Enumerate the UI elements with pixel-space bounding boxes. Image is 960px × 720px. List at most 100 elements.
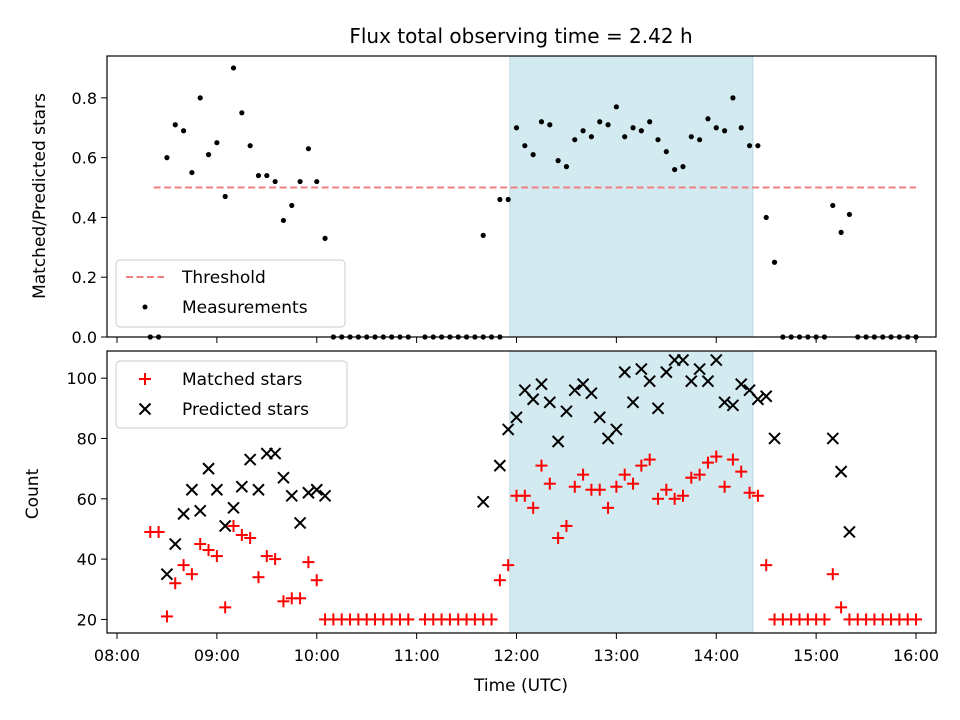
matched-star-point (593, 483, 606, 496)
measurement-point (680, 164, 686, 170)
measurement-point (314, 178, 320, 185)
measurement-point (697, 137, 703, 143)
matched-star-point (543, 477, 556, 490)
legend-predicted-swatch (138, 402, 152, 416)
measurement-point (522, 143, 528, 149)
predicted-stars-series (160, 353, 856, 581)
measurement-point (763, 214, 769, 221)
matched-star-point (502, 559, 515, 572)
predicted-star-point (735, 377, 748, 391)
matched-star-point (402, 613, 415, 626)
measurement-point (838, 229, 844, 235)
matched-star-point (160, 610, 173, 623)
predicted-star-point (551, 435, 565, 448)
predicted-star-point (568, 384, 581, 397)
measurement-point (672, 166, 678, 173)
x-tick-label: 09:00 (194, 646, 240, 665)
predicted-star-point (285, 489, 298, 502)
measurement-point (647, 119, 653, 125)
matched-star-point (485, 613, 498, 626)
matched-star-point (518, 489, 531, 502)
x-tick-label: 10:00 (294, 646, 340, 665)
x-tick-label: 16:00 (893, 646, 939, 665)
measurement-point (755, 143, 761, 149)
matched-star-point (169, 577, 182, 590)
predicted-star-point (585, 387, 598, 400)
predicted-star-point (268, 447, 282, 460)
y-tick-label: 0.0 (72, 328, 97, 347)
matched-star-point (602, 501, 615, 514)
bottom-panel: 20 40 60 80 100 08:00 09:00 10:00 11:00 12:00 13:… (23, 350, 939, 696)
measurement-point (613, 104, 619, 110)
predicted-star-point (843, 525, 856, 539)
predicted-star-point (560, 405, 573, 418)
measurement-point (272, 178, 278, 185)
measurement-point (297, 178, 303, 185)
predicted-star-point (618, 365, 631, 379)
measurement-point (247, 143, 253, 149)
predicted-star-point (635, 362, 648, 376)
predicted-star-point (710, 353, 723, 367)
y-tick-label: 20 (77, 610, 97, 629)
top-y-axis: 0.0 0.2 0.4 0.6 0.8 (72, 89, 107, 347)
measurement-point (513, 125, 520, 131)
matched-star-point (635, 459, 648, 472)
bottom-legend-box (115, 360, 348, 429)
measurement-point (655, 137, 661, 143)
predicted-star-point (834, 465, 848, 478)
legend-measurements-swatch (142, 304, 148, 310)
matched-star-point (760, 559, 773, 572)
top-legend-box (115, 259, 346, 328)
predicted-star-point (493, 459, 507, 472)
predicted-star-point (651, 402, 665, 415)
matched-star-point (826, 568, 839, 581)
predicted-star-point (252, 483, 265, 496)
measurement-point (738, 125, 744, 131)
matched-star-point (269, 553, 282, 566)
matched-star-point (560, 519, 573, 532)
measurement-point (280, 217, 287, 224)
measurement-point (222, 193, 228, 200)
measurement-point (164, 155, 170, 161)
measurement-point (771, 259, 778, 265)
matched-star-point (726, 453, 739, 466)
bottom-highlight-span (509, 350, 754, 634)
matched-star-point (710, 450, 723, 463)
measurement-point (289, 202, 295, 209)
bottom-y-axis: 20 40 60 80 100 (66, 369, 107, 629)
predicted-star-point (543, 396, 557, 409)
measurement-point (663, 149, 669, 155)
matched-star-point (202, 544, 215, 557)
measurement-point (555, 158, 561, 164)
predicted-star-point (177, 507, 190, 521)
predicted-star-point (643, 374, 656, 388)
x-tick-label: 13:00 (593, 646, 639, 665)
predicted-star-point (759, 390, 773, 403)
x-axis-label: Time (UTC) (473, 676, 568, 696)
predicted-star-point (526, 393, 540, 406)
top-highlight-span (509, 55, 754, 338)
matched-star-point (751, 489, 764, 502)
predicted-star-point (477, 495, 490, 509)
top-plot-frame (106, 55, 937, 338)
predicted-star-point (293, 516, 307, 530)
measurement-point (305, 146, 312, 152)
matched-star-point (577, 468, 590, 481)
measurement-point (597, 119, 603, 125)
predicted-star-point (160, 567, 174, 581)
predicted-star-point (826, 432, 839, 445)
matched-star-point (277, 595, 290, 608)
measurement-point (730, 95, 736, 101)
matched-star-point (835, 601, 848, 614)
matched-star-point (618, 468, 631, 481)
legend-matched-swatch (139, 373, 151, 385)
predicted-star-point (718, 396, 731, 409)
matched-star-point (252, 571, 265, 584)
predicted-star-point (277, 471, 290, 484)
predicted-star-point (210, 483, 224, 496)
matched-star-point (652, 492, 665, 505)
matched-star-point (535, 459, 548, 472)
matched-star-point (152, 525, 165, 538)
predicted-star-point (610, 423, 623, 436)
